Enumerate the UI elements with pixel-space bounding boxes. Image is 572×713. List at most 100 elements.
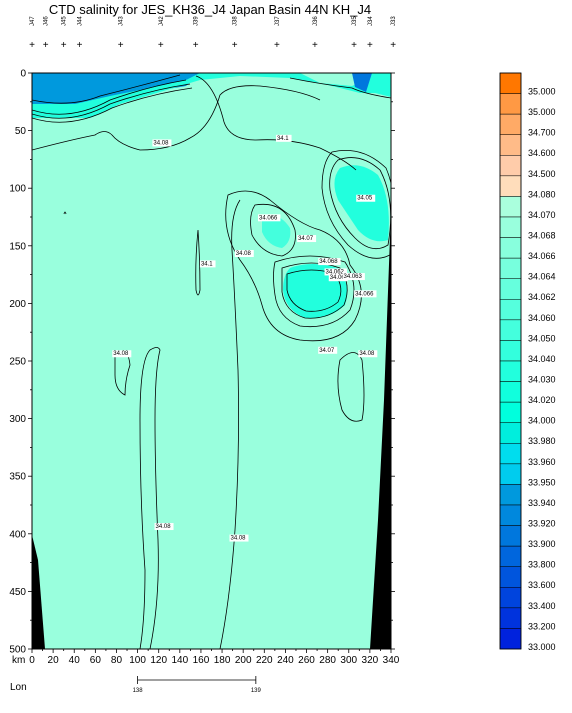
x-tick-label: 20 <box>48 655 60 666</box>
colorbar-label: 34.060 <box>528 313 556 323</box>
colorbar-label: 33.960 <box>528 457 556 467</box>
colorbar-label: 33.980 <box>528 436 556 446</box>
colorbar-swatch <box>499 545 522 567</box>
contour-label: 34.08 <box>153 140 169 146</box>
contour-line <box>337 352 365 422</box>
colorbar-swatch <box>499 155 522 177</box>
station-label: J39 <box>194 16 200 26</box>
y-tick-label: 400 <box>9 529 26 540</box>
station-label: J35 <box>352 16 358 26</box>
y-axis: 0 50 100 150 200 250 300 350 400 450 500 <box>9 69 395 656</box>
station-label: J45 <box>62 16 68 26</box>
contour-line <box>32 83 191 119</box>
contour-label: 34.1 <box>277 136 289 142</box>
station-marker: + <box>43 40 49 51</box>
contour-labels: 34.08 34.1 34.05 34.066 34.07 34.08 34.1 34.068… <box>112 134 378 542</box>
contour-label-bg <box>152 139 172 147</box>
x-axis-label: km <box>12 655 25 666</box>
contour-label-bg <box>356 194 376 202</box>
contour-label-bg <box>154 523 174 531</box>
station-label: J42 <box>159 16 165 26</box>
colorbar: 35.000 35.000 34.700 34.600 34.500 34.080 34.0… <box>499 72 556 652</box>
colorbar-label: 34.040 <box>528 354 556 364</box>
y-tick-label: 500 <box>9 645 26 656</box>
contour-line <box>195 229 201 296</box>
colorbar-swatch <box>499 504 522 526</box>
station-label: J38 <box>233 16 239 26</box>
colorbar-label: 34.068 <box>528 231 556 241</box>
contour-lines <box>32 74 391 649</box>
colorbar-label: 33.400 <box>528 601 556 611</box>
colorbar-swatch <box>499 607 522 629</box>
station-marker: + <box>312 40 318 51</box>
station-labels: J47 J46 J45 J44 J43 J42 J39 J38 J37 J36 J35 J34 J33 +… <box>29 16 397 51</box>
colorbar-swatch <box>499 587 522 609</box>
bottom-topography-right <box>370 210 391 649</box>
colorbar-swatch <box>499 340 522 362</box>
x-tick-label: 280 <box>319 655 336 666</box>
y-tick-label: 100 <box>9 184 26 195</box>
colorbar-swatch <box>499 628 522 650</box>
station-label: J46 <box>44 16 50 26</box>
contour-label: 34.066 <box>355 291 374 297</box>
colorbar-label: 34.050 <box>528 333 556 343</box>
contour-line <box>219 199 241 649</box>
colorbar-label: 34.062 <box>528 292 556 302</box>
contour-label: 34.08 <box>359 351 375 357</box>
colorbar-swatch <box>499 278 522 300</box>
contour-label: 34.07 <box>298 236 314 242</box>
contour-label: 34.068 <box>319 259 338 265</box>
station-marker: + <box>274 40 280 51</box>
contour-label-bg <box>275 134 292 142</box>
colorbar-swatch <box>499 319 522 341</box>
station-marker: + <box>118 40 124 51</box>
colorbar-label: 34.000 <box>528 416 556 426</box>
station-marker: + <box>390 40 396 51</box>
contour-label-bg <box>199 260 216 268</box>
colorbar-label: 34.064 <box>528 272 556 282</box>
contour-label-bg <box>328 274 348 282</box>
contour-label-bg <box>318 258 341 266</box>
station-marker: + <box>77 40 83 51</box>
colorbar-swatch <box>499 257 522 279</box>
section-field <box>32 73 391 649</box>
x-tick-label: 180 <box>214 655 231 666</box>
contour-line <box>250 203 296 257</box>
colorbar-swatch <box>499 463 522 485</box>
station-label: J36 <box>313 16 319 26</box>
colorbar-label: 34.020 <box>528 395 556 405</box>
y-tick-label: 450 <box>9 587 26 598</box>
lon-tick-label: 139 <box>251 688 262 694</box>
colorbar-label: 33.900 <box>528 539 556 549</box>
contour-line <box>139 347 161 649</box>
colorbar-swatch <box>499 216 522 238</box>
colorbar-label: 34.080 <box>528 189 556 199</box>
y-tick-label: 150 <box>9 241 26 252</box>
station-marker: + <box>367 40 373 51</box>
colorbar-label: 34.070 <box>528 210 556 220</box>
x-tick-label: 220 <box>256 655 273 666</box>
contour-label-bg <box>234 250 254 258</box>
x-tick-label: 40 <box>69 655 81 666</box>
station-label: J43 <box>119 16 125 26</box>
colorbar-swatch <box>499 175 522 197</box>
station-label: J37 <box>275 16 281 26</box>
x-tick-label: 120 <box>150 655 167 666</box>
colorbar-label: 33.000 <box>528 642 556 652</box>
surface-low-salinity-layer <box>32 73 200 110</box>
colorbar-swatch <box>499 72 522 94</box>
y-tick-label: 200 <box>9 299 26 310</box>
contour-label-bg <box>324 268 347 276</box>
longitude-axis: Lon 138 139 <box>10 676 262 694</box>
station-marker: + <box>29 40 35 51</box>
y-tick-label: 50 <box>15 126 27 137</box>
contour-label-bg <box>258 214 281 222</box>
y-tick-label: 250 <box>9 357 26 368</box>
station-label: J33 <box>391 16 397 26</box>
x-tick-label: 100 <box>129 655 146 666</box>
y-tick-label: 350 <box>9 472 26 483</box>
x-tick-label: 320 <box>362 655 379 666</box>
contour-label-bg <box>342 273 365 281</box>
eddy-small-center <box>262 215 291 248</box>
eddy-upper-right <box>334 165 389 242</box>
